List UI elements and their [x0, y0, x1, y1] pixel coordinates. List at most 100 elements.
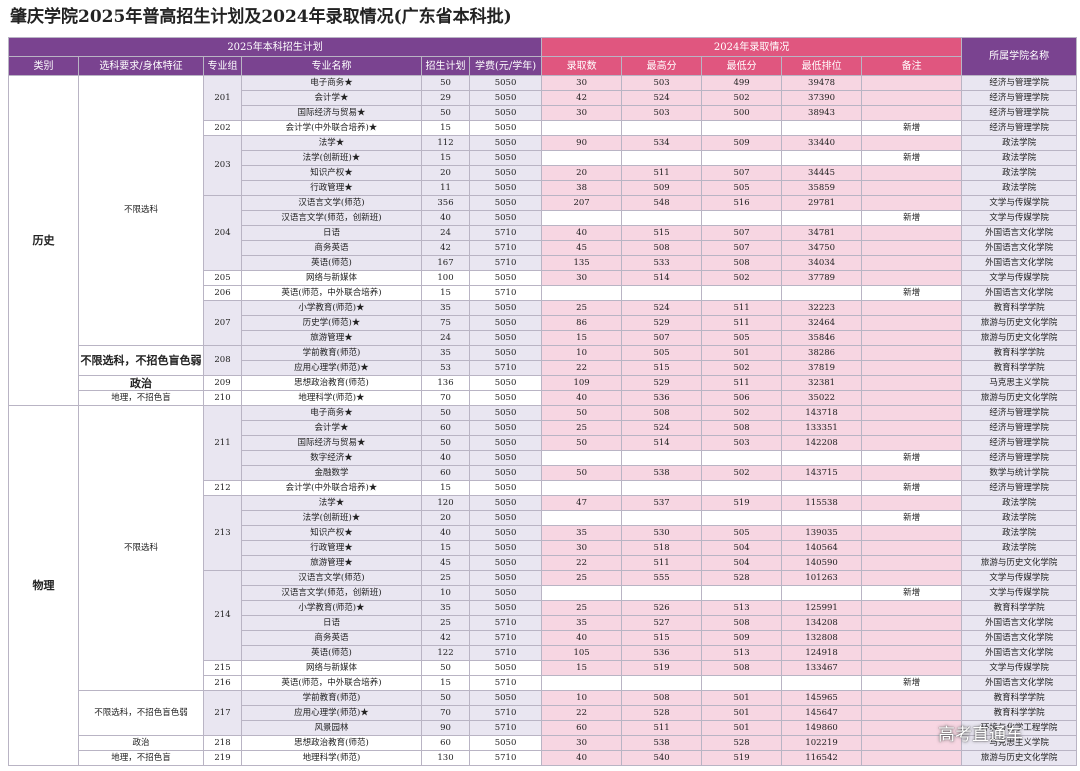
admitted-cell: 86 — [541, 315, 623, 331]
admitted-cell: 40 — [541, 630, 623, 646]
fee-cell: 5050 — [468, 570, 543, 586]
header-major: 专业名称 — [241, 56, 422, 76]
college-cell: 教育科学学院 — [961, 360, 1078, 376]
note-cell — [861, 390, 963, 406]
min-rank-cell: 38286 — [781, 345, 863, 361]
table-row: 行政管理★ 15 5050 30 518 504 140564 政法学院 — [9, 540, 1078, 556]
admitted-cell: 135 — [541, 255, 623, 271]
table-row: 旅游管理★ 24 5050 15 507 505 35846 旅游与历史文化学院 — [9, 330, 1078, 346]
admitted-cell: 40 — [541, 750, 623, 766]
max-score-cell: 529 — [621, 375, 703, 391]
plan-cell: 15 — [421, 120, 470, 136]
subject-requirement-cell: 不限选科，不招色盲色弱 — [78, 690, 204, 736]
plan-cell: 40 — [421, 450, 470, 466]
min-rank-cell: 149860 — [781, 720, 863, 736]
table-row: 不限选科，不招色盲色弱 217 学前教育(师范) 50 5050 10 508 501 1459… — [9, 690, 1078, 736]
max-score-cell: 524 — [621, 300, 703, 316]
major-cell: 网络与新媒体 — [241, 660, 422, 676]
college-cell: 政法学院 — [961, 495, 1078, 511]
note-cell — [861, 240, 963, 256]
note-cell — [861, 375, 963, 391]
major-cell: 数字经济★ — [241, 450, 422, 466]
major-cell: 学前教育(师范) — [241, 345, 422, 361]
max-score-cell: 534 — [621, 135, 703, 151]
plan-cell: 136 — [421, 375, 470, 391]
max-score-cell: 533 — [621, 255, 703, 271]
admitted-cell: 22 — [541, 360, 623, 376]
max-score-cell: 503 — [621, 105, 703, 121]
major-cell: 国际经济与贸易★ — [241, 105, 422, 121]
plan-cell: 50 — [421, 690, 470, 706]
plan-cell: 15 — [421, 540, 470, 556]
plan-cell: 35 — [421, 600, 470, 616]
min-rank-cell — [781, 480, 863, 496]
fee-cell: 5050 — [468, 420, 543, 436]
min-rank-cell — [781, 210, 863, 226]
plan-cell: 50 — [421, 405, 470, 421]
note-cell: 新增 — [861, 675, 963, 691]
plan-cell: 75 — [421, 315, 470, 331]
min-rank-cell: 145965 — [781, 690, 863, 706]
max-score-cell: 540 — [621, 750, 703, 766]
table-row: 汉语言文学(师范，创新班) 10 5050 新增 文学与传媒学院 — [9, 585, 1078, 601]
table-row: 212 会计学(中外联合培养)★ 15 5050 新增 经济与管理学院 — [9, 480, 1078, 496]
table-row: 216 英语(师范，中外联合培养) 15 5710 新增 外国语言文化学院 — [9, 675, 1078, 691]
min-score-cell: 509 — [701, 135, 783, 151]
min-rank-cell: 32381 — [781, 375, 863, 391]
min-score-cell: 509 — [701, 630, 783, 646]
note-cell: 新增 — [861, 450, 963, 466]
min-score-cell: 502 — [701, 270, 783, 286]
plan-cell: 45 — [421, 555, 470, 571]
max-score-cell: 505 — [621, 345, 703, 361]
table-row: 地理，不招色盲 210 地理科学(师范)★ 70 5050 40 536 506 35022 旅游… — [9, 390, 1078, 406]
min-score-cell: 513 — [701, 645, 783, 661]
plan-cell: 42 — [421, 240, 470, 256]
min-rank-cell: 35022 — [781, 390, 863, 406]
plan-cell: 29 — [421, 90, 470, 106]
college-cell: 教育科学学院 — [961, 690, 1078, 706]
max-score-cell: 524 — [621, 420, 703, 436]
min-score-cell: 505 — [701, 525, 783, 541]
college-cell: 环境与化学工程学院 — [961, 720, 1078, 736]
fee-cell: 5710 — [468, 720, 543, 736]
min-rank-cell: 38943 — [781, 105, 863, 121]
table-body: 历史 不限选科 201 电子商务★ 50 5050 30 503 499 39478 经济与管理学院… — [8, 75, 1078, 766]
note-cell — [861, 435, 963, 451]
min-score-cell: 506 — [701, 390, 783, 406]
major-cell: 旅游管理★ — [241, 555, 422, 571]
major-cell: 思想政治教育(师范) — [241, 375, 422, 391]
college-cell: 旅游与历史文化学院 — [961, 330, 1078, 346]
major-cell: 风景园林 — [241, 720, 422, 736]
min-rank-cell: 34445 — [781, 165, 863, 181]
table-row: 203 法学★ 112 5050 90 534 509 33440 政法学院 — [9, 135, 1078, 196]
major-cell: 网络与新媒体 — [241, 270, 422, 286]
major-cell: 英语(师范) — [241, 645, 422, 661]
max-score-cell: 503 — [621, 75, 703, 91]
category-cell: 物理 — [8, 405, 79, 766]
table-row: 204 汉语言文学(师范) 356 5050 207 548 516 29781 文学与传媒学院 — [9, 195, 1078, 271]
max-score-cell — [621, 585, 703, 601]
table-row: 历史学(师范)★ 75 5050 86 529 511 32464 旅游与历史文化学院 — [9, 315, 1078, 331]
college-cell: 经济与管理学院 — [961, 90, 1078, 106]
college-cell: 外国语言文化学院 — [961, 630, 1078, 646]
fee-cell: 5050 — [468, 195, 543, 211]
max-score-cell — [621, 285, 703, 301]
max-score-cell: 511 — [621, 720, 703, 736]
subject-requirement-cell: 地理，不招色盲 — [78, 390, 204, 406]
fee-cell: 5050 — [468, 150, 543, 166]
note-cell: 新增 — [861, 480, 963, 496]
college-cell: 政法学院 — [961, 510, 1078, 526]
header-fee: 学费(元/学年) — [468, 56, 543, 76]
group-code-cell: 212 — [203, 480, 242, 496]
major-cell: 小学教育(师范)★ — [241, 600, 422, 616]
table-row: 207 小学教育(师范)★ 35 5050 25 524 511 32223 教育科学学院 — [9, 300, 1078, 346]
fee-cell: 5050 — [468, 180, 543, 196]
table-row: 数字经济★ 40 5050 新增 经济与管理学院 — [9, 450, 1078, 466]
min-score-cell — [701, 150, 783, 166]
fee-cell: 5050 — [468, 660, 543, 676]
major-cell: 应用心理学(师范)★ — [241, 705, 422, 721]
admitted-cell: 30 — [541, 735, 623, 751]
college-cell: 文学与传媒学院 — [961, 570, 1078, 586]
fee-cell: 5050 — [468, 585, 543, 601]
fee-cell: 5050 — [468, 330, 543, 346]
